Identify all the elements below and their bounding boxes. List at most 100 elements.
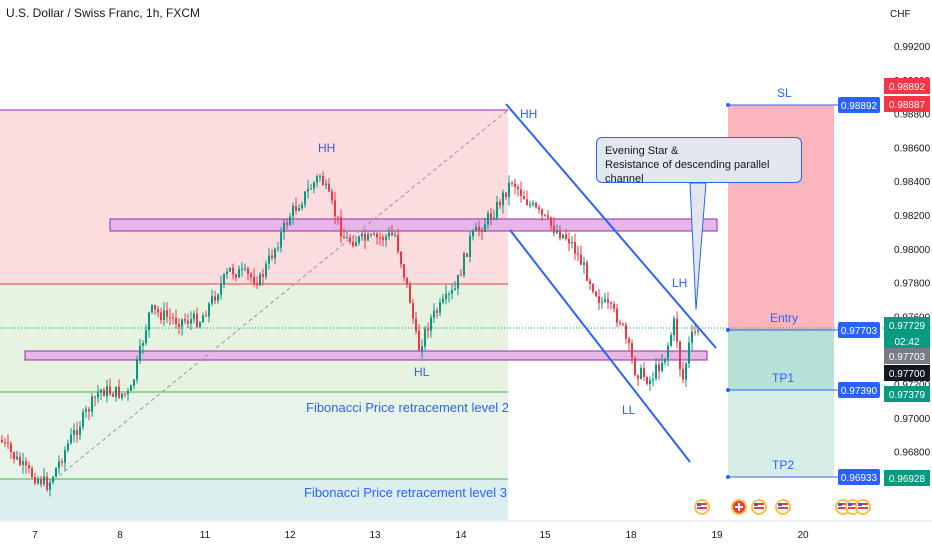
time-tick-label: 18	[625, 530, 637, 541]
candle-body	[190, 319, 192, 324]
candle-body	[661, 362, 663, 372]
candle-body	[628, 338, 630, 344]
candle-body	[463, 253, 465, 276]
candle-body	[82, 411, 84, 427]
candle-body	[118, 386, 120, 398]
candle-body	[349, 237, 351, 242]
candle-body	[640, 367, 642, 379]
candle-body	[265, 263, 267, 277]
candle-body	[421, 346, 423, 351]
svg-text:0.97703: 0.97703	[841, 326, 878, 337]
candle-body	[553, 225, 555, 233]
candle-body	[289, 216, 291, 225]
candle-body	[271, 255, 273, 259]
candle-body	[124, 393, 126, 395]
support-zone[interactable]	[24, 350, 708, 361]
candle-body	[511, 182, 513, 184]
candle-body	[325, 183, 327, 186]
entry-handle[interactable]	[726, 328, 730, 332]
candle-body	[139, 345, 141, 360]
candle-body	[49, 482, 51, 490]
price-tag-label: 02:42	[894, 337, 919, 348]
candle-body	[619, 322, 621, 324]
candle-body	[673, 318, 675, 335]
candle-body	[670, 334, 672, 346]
take-profit-zone[interactable]	[728, 330, 834, 390]
candle-body	[241, 268, 243, 270]
fib-zone-mid	[0, 284, 508, 392]
candle-body	[310, 188, 312, 190]
candle-body	[415, 318, 417, 331]
candle-body	[430, 317, 432, 331]
candle-body	[211, 296, 213, 304]
candle-body	[598, 296, 600, 303]
price-tag-label: 0.97379	[889, 390, 926, 401]
candle-body	[379, 237, 381, 239]
resistance-zone[interactable]	[109, 218, 718, 232]
price-tag-label: 0.98887	[889, 100, 926, 111]
channel-upper-line[interactable]	[505, 103, 717, 349]
candle-body	[109, 386, 111, 394]
candle-body	[235, 274, 237, 278]
candle-body	[361, 233, 363, 237]
callout-note[interactable]: Evening Star & Resistance of descending …	[596, 137, 802, 185]
candle-body	[646, 377, 648, 384]
tp2-price-tag[interactable]: 0.96933	[838, 469, 880, 485]
candle-body	[133, 379, 135, 386]
candle-body	[151, 304, 153, 313]
price-tag-label: 0.96928	[889, 474, 926, 485]
candle-body	[568, 238, 570, 244]
price-tag	[884, 96, 930, 112]
tp2-handle[interactable]	[726, 475, 730, 479]
price-tag	[884, 78, 930, 94]
candle-body	[223, 274, 225, 284]
fib-zone-top	[0, 110, 508, 284]
entry-price-tag[interactable]: 0.97703	[838, 322, 880, 338]
candle-body	[274, 248, 276, 259]
candle-body	[697, 330, 699, 332]
candle-body	[358, 236, 360, 243]
candle-body	[346, 237, 348, 239]
us-flag-icon[interactable]	[694, 499, 710, 515]
candle-body	[232, 267, 234, 275]
tp1-handle[interactable]	[726, 388, 730, 392]
us-flag-icon[interactable]	[751, 499, 767, 515]
candle-body	[541, 209, 543, 215]
price-tick-label: 0.98600	[894, 143, 931, 154]
candle-body	[352, 241, 354, 247]
candle-body	[613, 304, 615, 309]
candle-body	[55, 467, 57, 477]
sl-label: SL	[777, 86, 792, 100]
candle-body	[454, 288, 456, 290]
candle-body	[643, 367, 645, 378]
us-flag-icon[interactable]	[775, 499, 791, 515]
channel-lower-line[interactable]	[509, 229, 691, 463]
candle-body	[97, 392, 99, 398]
economic-event-icons[interactable]	[694, 499, 871, 515]
take-profit-2-zone[interactable]	[728, 390, 834, 477]
candle-body	[574, 241, 576, 254]
price-tag	[884, 386, 930, 402]
candle-body	[460, 274, 462, 276]
candle-body	[625, 324, 627, 339]
time-axis[interactable]: 7 8 11 12 13 14 15 18 19 20	[32, 530, 809, 541]
candle-body	[652, 378, 654, 381]
candle-body	[91, 396, 93, 412]
candle-body	[229, 267, 231, 272]
candle-body	[307, 188, 309, 192]
swiss-flag-icon[interactable]	[731, 499, 747, 515]
tp1-price-tag[interactable]: 0.97390	[838, 382, 880, 398]
time-tick-label: 15	[539, 530, 551, 541]
sl-handle[interactable]	[726, 103, 730, 107]
candle-body	[538, 207, 540, 210]
candle-body	[682, 369, 684, 380]
trend-line[interactable]	[47, 109, 509, 486]
candle-body	[577, 253, 579, 255]
candle-body	[298, 208, 300, 211]
candle-body	[676, 318, 678, 342]
candle-body	[103, 389, 105, 397]
sl-price-tag[interactable]: 0.98892	[838, 97, 880, 113]
us-flag-icon[interactable]	[855, 499, 871, 515]
candle-body	[586, 262, 588, 281]
